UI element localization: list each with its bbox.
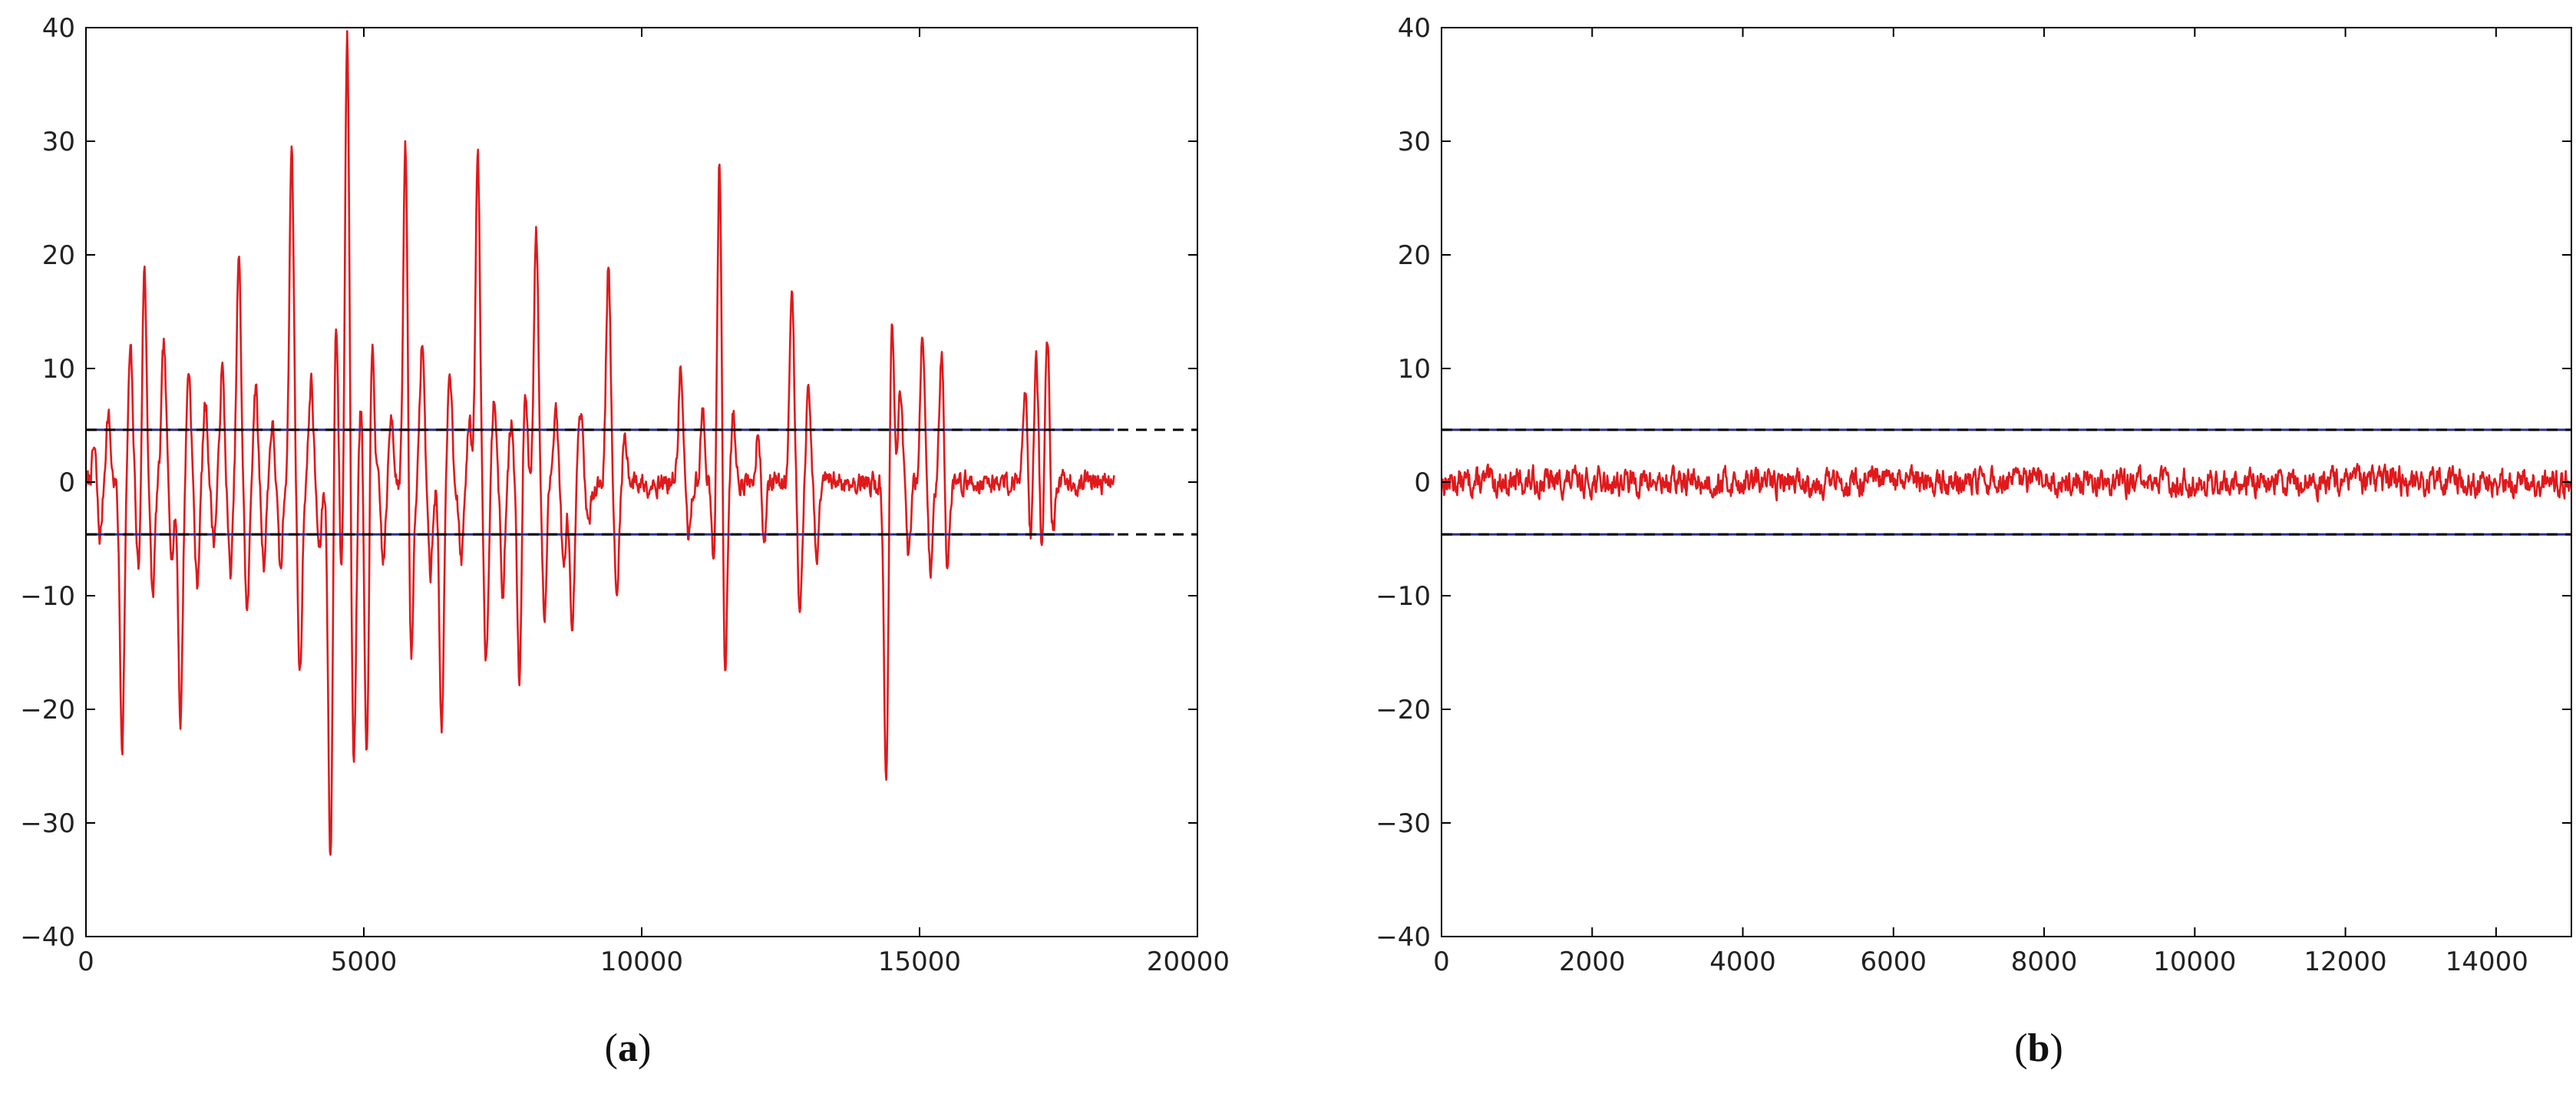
x-tick-label: 12000	[2304, 947, 2387, 977]
y-tick-label: −30	[20, 808, 75, 839]
x-ticks-b: 0 2000 4000 6000 8000 10000 12000 14000	[1433, 28, 2528, 977]
x-tick-label: 14000	[2446, 947, 2528, 977]
x-tick-label: 8000	[2011, 947, 2078, 977]
y-tick-label: 20	[42, 240, 75, 271]
y-tick-label: −10	[20, 581, 75, 612]
plot-area-b	[1441, 27, 2572, 937]
y-tick-label: 30	[1398, 127, 1431, 157]
y-tick-label: 0	[58, 468, 75, 498]
x-tick-label: 5000	[331, 947, 398, 977]
y-tick-label: −30	[1376, 808, 1431, 839]
signal-line-b	[1442, 462, 2571, 503]
x-tick-label: 15000	[878, 947, 961, 977]
x-tick-label: 6000	[1861, 947, 1927, 977]
chart-panel-b: 40 30 20 10 0 −10 −20 −30 −40 0 2000 4000 6000 8000 1…	[1376, 13, 2572, 977]
x-ticks-a: 0 5000 10000 15000 20000	[78, 28, 1230, 977]
x-tick-label: 20000	[1147, 947, 1230, 977]
y-tick-label: −20	[20, 695, 75, 725]
x-tick-label: 0	[78, 947, 94, 977]
y-tick-label: −40	[20, 922, 75, 953]
y-tick-label: 10	[1398, 354, 1431, 385]
x-tick-label: 0	[1433, 947, 1450, 977]
y-ticks-a: 40 30 20 10 0 −10 −20 −30 −40	[20, 13, 1197, 953]
y-tick-label: 40	[1398, 13, 1431, 44]
y-tick-label: −40	[1376, 922, 1431, 953]
caption-a: (a)	[605, 1026, 652, 1070]
y-tick-label: −20	[1376, 695, 1431, 725]
y-tick-label: 10	[42, 354, 75, 385]
chart-panel-a: 40 30 20 10 0 −10 −20 −30 −40 0 5000 10000 15000 200…	[20, 13, 1230, 977]
y-ticks-b: 40 30 20 10 0 −10 −20 −30 −40	[1376, 13, 2571, 953]
y-tick-label: 30	[42, 127, 75, 157]
plot-area-a	[85, 27, 1198, 937]
signal-line-a	[86, 30, 1115, 856]
y-tick-label: −10	[1376, 581, 1431, 612]
y-tick-label: 40	[42, 13, 75, 44]
y-tick-label: 0	[1414, 468, 1431, 498]
x-tick-label: 10000	[2153, 947, 2236, 977]
x-tick-label: 2000	[1559, 947, 1626, 977]
caption-b: (b)	[2014, 1026, 2063, 1070]
y-tick-label: 20	[1398, 240, 1431, 271]
x-tick-label: 4000	[1709, 947, 1776, 977]
x-tick-label: 10000	[600, 947, 683, 977]
